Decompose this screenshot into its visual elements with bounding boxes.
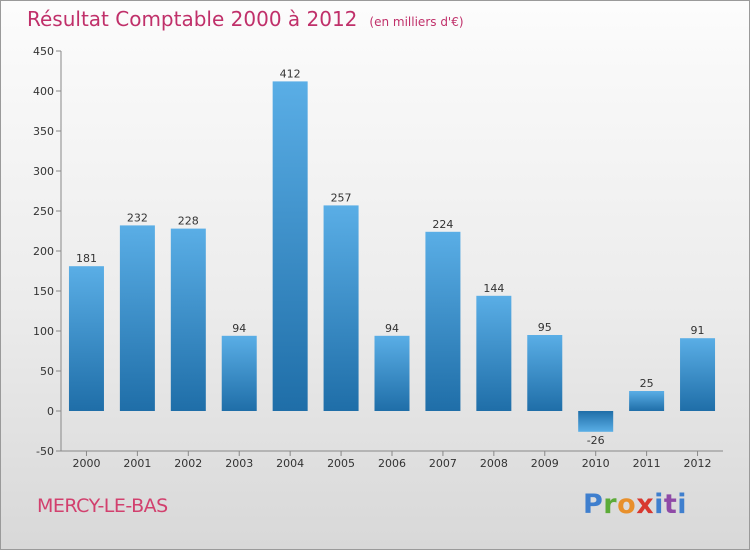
value-label: 228: [178, 215, 199, 228]
x-tick-label: 2005: [327, 457, 355, 470]
bar-2001: [119, 225, 155, 411]
y-tick-label: -50: [36, 445, 54, 458]
value-label: -26: [587, 434, 605, 447]
x-tick-label: 2006: [378, 457, 406, 470]
title-text: Résultat Comptable 2000 à 2012: [27, 7, 358, 31]
value-label: 25: [640, 377, 654, 390]
y-tick-label: 400: [33, 85, 54, 98]
x-tick-label: 2001: [123, 457, 151, 470]
x-tick-label: 2009: [531, 457, 559, 470]
bar-2012: [680, 338, 716, 411]
value-label: 144: [483, 282, 504, 295]
y-tick-label: 50: [40, 365, 54, 378]
value-label: 257: [331, 191, 352, 204]
bars: [68, 81, 716, 432]
value-label: 91: [691, 324, 705, 337]
proxiti-logo[interactable]: Proxiti: [583, 489, 687, 520]
x-tick-label: 2010: [582, 457, 610, 470]
chart-subtitle: (en milliers d'€): [369, 15, 464, 29]
value-label: 224: [432, 218, 453, 231]
bar-2004: [272, 81, 308, 412]
value-labels: 181 232 228 94 412 257 94 224 144 95 -26 25 91: [76, 67, 705, 446]
logo-letter: i: [677, 489, 688, 520]
logo-letter: P: [583, 489, 604, 520]
x-tick-label: 2002: [174, 457, 202, 470]
bar-2011: [629, 391, 665, 411]
commune-name: MERCY-LE-BAS: [37, 495, 168, 517]
x-tick-label: 2004: [276, 457, 304, 470]
x-tick-label: 2000: [72, 457, 100, 470]
y-tick-label: 300: [33, 165, 54, 178]
y-tick-label: 100: [33, 325, 54, 338]
value-label: 94: [385, 322, 399, 335]
y-tick-label: 250: [33, 205, 54, 218]
x-tick-label: 2012: [684, 457, 712, 470]
x-tick-label: 2007: [429, 457, 457, 470]
logo-letter: x: [636, 489, 655, 520]
y-tick-label: 0: [47, 405, 54, 418]
bar-2005: [323, 205, 359, 411]
value-label: 181: [76, 252, 97, 265]
bar-2003: [221, 335, 257, 411]
bar-2008: [476, 295, 512, 411]
y-tick-label: 200: [33, 245, 54, 258]
bar-2000: [68, 266, 104, 411]
y-tick-label: 350: [33, 125, 54, 138]
bar-2009: [527, 335, 563, 411]
bar-2002: [170, 228, 206, 411]
y-tick-label: 450: [33, 45, 54, 58]
logo-letter: r: [603, 489, 618, 520]
value-label: 95: [538, 321, 552, 334]
chart-title: Résultat Comptable 2000 à 2012 (en millie…: [27, 7, 464, 31]
x-tick-label: 2008: [480, 457, 508, 470]
logo-letter: o: [617, 489, 637, 520]
value-label: 412: [280, 67, 301, 80]
logo-letter: t: [663, 489, 678, 520]
x-tick-label: 2011: [633, 457, 661, 470]
bar-2006: [374, 335, 410, 411]
bar-2007: [425, 231, 461, 411]
axes: -50 0 50 100 150 200 250 300 350 400 450 2000 2001 20…: [33, 45, 723, 470]
y-tick-label: 150: [33, 285, 54, 298]
logo-letter: i: [654, 489, 664, 520]
bar-2010: [578, 411, 614, 432]
value-label: 232: [127, 211, 148, 224]
x-tick-label: 2003: [225, 457, 253, 470]
value-label: 94: [232, 322, 246, 335]
